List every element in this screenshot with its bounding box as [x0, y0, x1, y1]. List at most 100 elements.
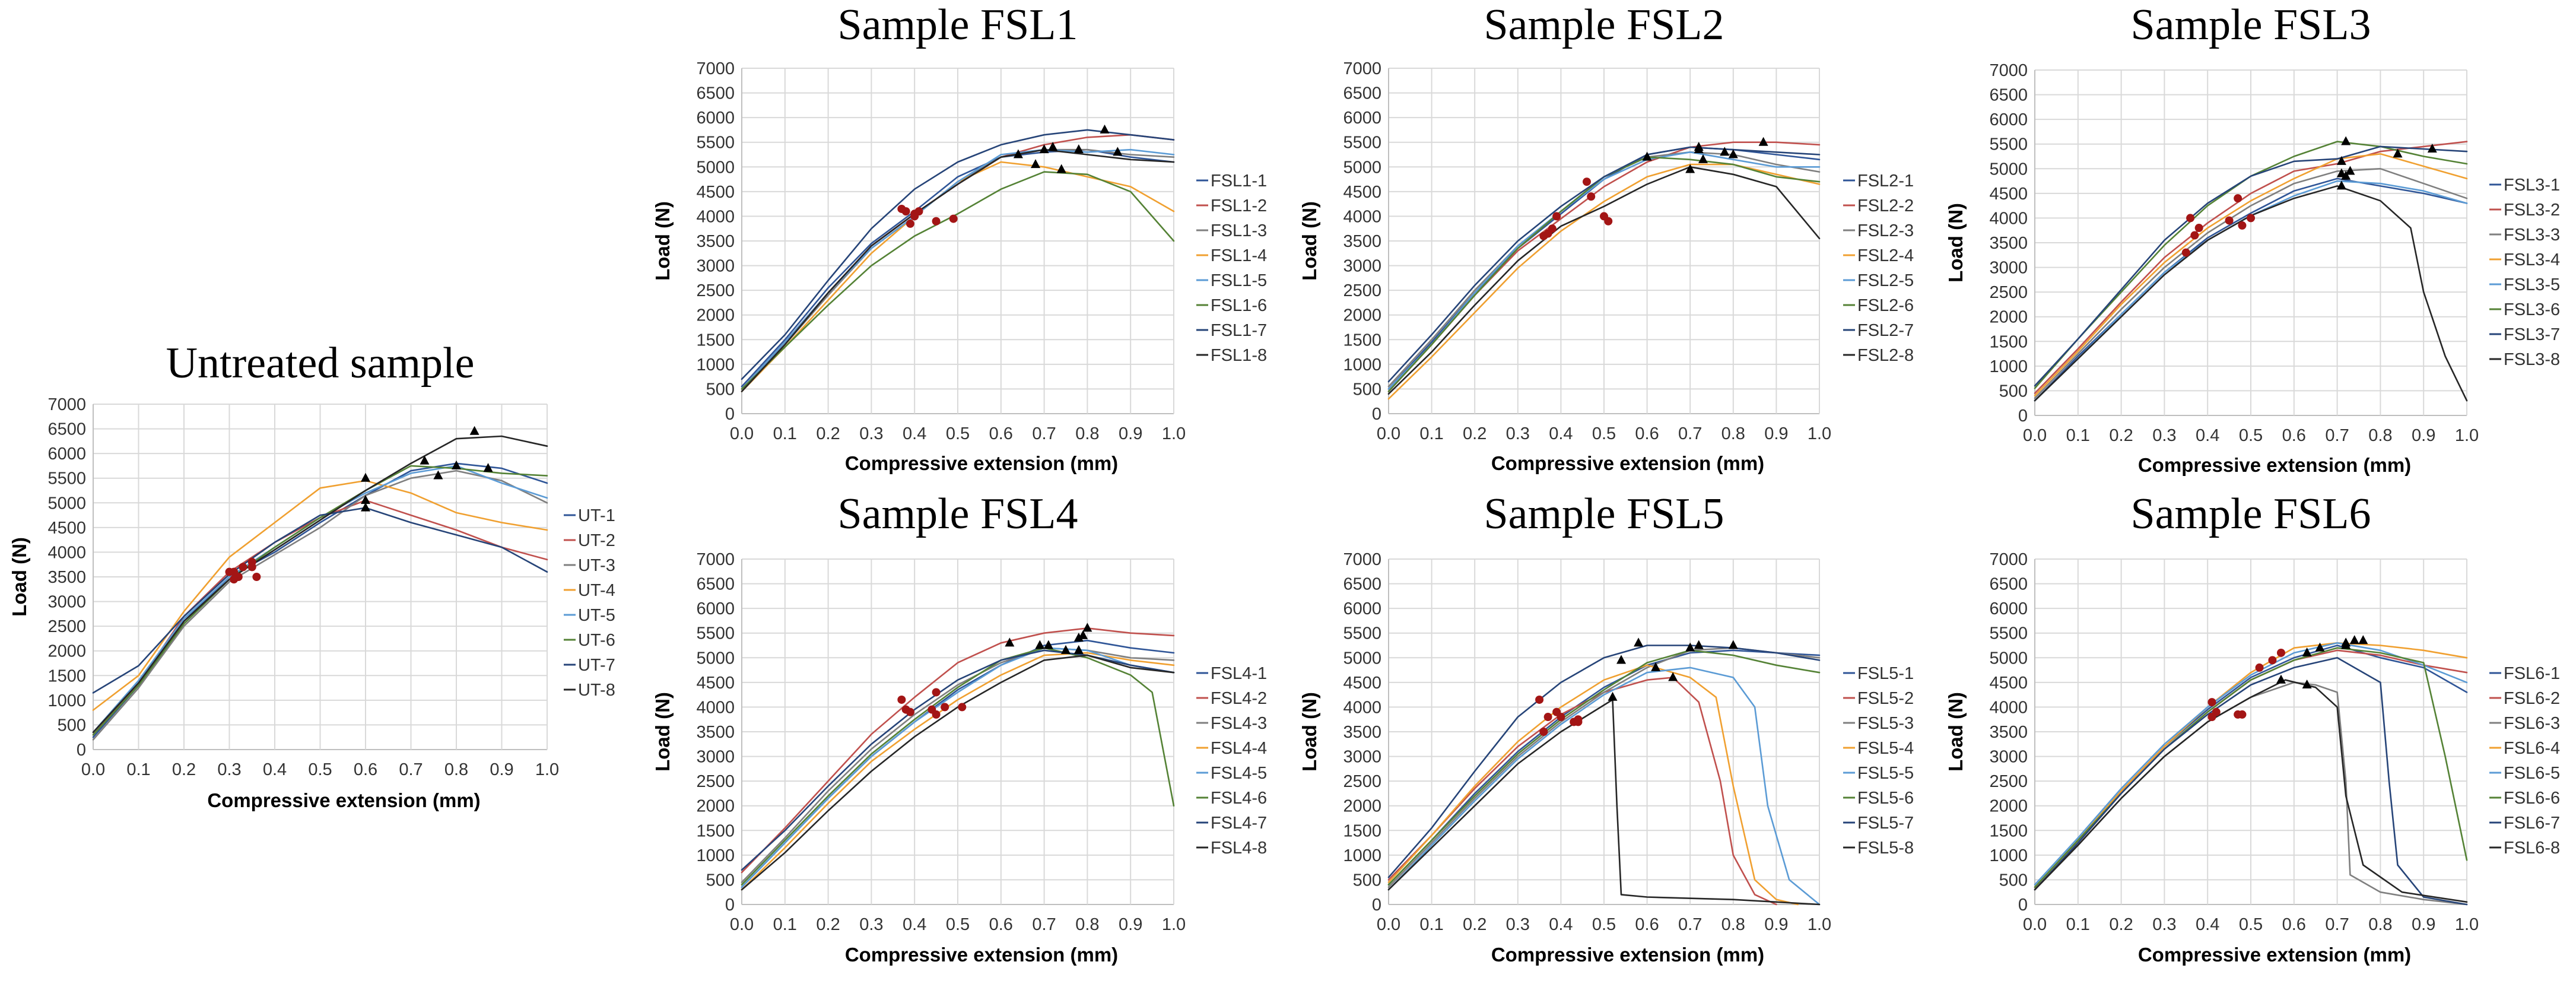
legend-label: FSL5-4	[1857, 739, 1914, 758]
peak-load-marker	[1113, 147, 1123, 156]
yield-point-marker	[2207, 698, 2216, 707]
y-tick-label: 4000	[1343, 207, 1381, 226]
y-tick-label: 2000	[1989, 308, 2028, 327]
y-tick-label: 6000	[1343, 109, 1381, 128]
y-tick-label: 6500	[47, 420, 86, 439]
y-tick-label: 4500	[1989, 185, 2028, 204]
y-tick-label: 500	[1353, 380, 1381, 399]
legend-label: FSL1-4	[1211, 246, 1267, 265]
x-tick-label: 0.0	[2023, 915, 2047, 934]
y-tick-label: 3500	[696, 232, 735, 251]
x-tick-label: 0.4	[2196, 915, 2219, 934]
series-line-fsl4-8	[741, 654, 1175, 891]
x-tick-label: 0.2	[172, 760, 196, 779]
x-tick-label: 0.8	[2368, 426, 2392, 445]
x-tick-label: 0.8	[1075, 424, 1099, 443]
x-tick-label: 0.8	[2368, 915, 2392, 934]
legend-label: FSL4-4	[1211, 739, 1267, 758]
peak-load-marker	[1694, 640, 1704, 649]
yield-point-marker	[2238, 710, 2247, 719]
series-line-fsl4-2	[741, 627, 1175, 874]
yield-point-marker	[2255, 663, 2264, 672]
peak-load-marker	[2341, 637, 2351, 647]
x-tick-label: 0.2	[2109, 915, 2133, 934]
y-tick-label: 500	[706, 871, 735, 890]
yield-point-marker	[230, 575, 239, 584]
yield-point-marker	[1574, 715, 1583, 724]
x-tick-label: 1.0	[1808, 424, 1831, 443]
series-line-fsl2-8	[1387, 166, 1821, 395]
x-tick-label: 0.5	[2239, 426, 2263, 445]
series-line-ut-8	[92, 435, 548, 734]
chart-fsl4: Sample FSL4 0 500 1000 1500 2000 2500 3000 3500 4…	[652, 490, 1267, 966]
y-tick-label: 1500	[47, 666, 86, 685]
peak-load-marker	[2315, 642, 2325, 652]
yield-point-marker	[2190, 231, 2199, 240]
y-tick-label: 0	[2018, 896, 2028, 915]
legend-label: FSL4-8	[1211, 839, 1267, 858]
yield-point-marker	[897, 204, 906, 213]
series-line-fsl6-7	[2034, 657, 2468, 906]
series-line-ut-3	[92, 469, 548, 741]
y-tick-label: 6500	[696, 84, 735, 103]
y-tick-label: 3500	[696, 723, 735, 742]
peak-load-marker	[2349, 635, 2359, 645]
y-axis-title: Load (N)	[1298, 692, 1320, 772]
legend-label: UT-5	[578, 606, 615, 625]
y-tick-label: 5000	[1989, 160, 2028, 179]
legend-label: FSL1-5	[1211, 271, 1267, 290]
peak-load-marker	[361, 502, 370, 512]
legend-label: FSL4-5	[1211, 764, 1267, 783]
y-tick-label: 6500	[1343, 575, 1381, 594]
y-tick-label: 1000	[696, 355, 735, 374]
x-tick-label: 0.5	[1592, 424, 1616, 443]
y-tick-label: 6500	[1989, 86, 2028, 105]
legend-label: FSL1-2	[1211, 196, 1267, 215]
x-tick-label: 0.3	[859, 915, 883, 934]
peak-load-marker	[452, 460, 461, 469]
x-axis-title: Compressive extension (mm)	[1491, 944, 1764, 966]
x-tick-label: 0.1	[773, 915, 797, 934]
x-tick-label: 0.7	[1678, 424, 1702, 443]
series-line-fsl5-1	[1387, 649, 1821, 885]
x-tick-label: 0.3	[217, 760, 241, 779]
peak-load-marker	[1043, 640, 1053, 649]
peak-load-marker	[469, 426, 479, 435]
x-tick-label: 0.9	[490, 760, 513, 779]
x-tick-label: 0.4	[1549, 915, 1573, 934]
yield-point-marker	[2247, 214, 2255, 223]
y-tick-label: 7000	[1989, 550, 2028, 569]
y-tick-label: 5000	[1343, 158, 1381, 177]
x-tick-label: 0.6	[1635, 915, 1659, 934]
y-tick-label: 0	[1372, 405, 1381, 424]
peak-load-marker	[1668, 672, 1678, 681]
peak-load-marker	[1728, 640, 1738, 649]
y-tick-label: 5500	[696, 134, 735, 153]
y-tick-label: 3000	[696, 748, 735, 767]
y-tick-label: 6000	[696, 109, 735, 128]
legend-label: FSL1-1	[1211, 172, 1267, 191]
y-tick-label: 4000	[1989, 209, 2028, 228]
chart-ut: Untreated sample 0 500 1000 1500 2000 2500 3000…	[8, 339, 615, 811]
peak-load-marker	[1616, 655, 1627, 664]
peak-load-marker	[2341, 170, 2351, 180]
x-axis-title: Compressive extension (mm)	[1491, 452, 1764, 474]
yield-point-marker	[2194, 224, 2203, 233]
y-tick-label: 4000	[696, 207, 735, 226]
legend-label: FSL4-6	[1211, 789, 1267, 808]
x-tick-label: 0.5	[2239, 915, 2263, 934]
y-axis-title: Load (N)	[1298, 201, 1320, 281]
yield-point-marker	[252, 573, 261, 581]
y-axis-title: Load (N)	[1945, 203, 1967, 282]
x-axis-title: Compressive extension (mm)	[2138, 944, 2411, 966]
legend-label: FSL6-3	[2504, 714, 2560, 733]
y-tick-label: 500	[58, 716, 86, 735]
y-tick-label: 2500	[1343, 281, 1381, 300]
y-tick-label: 2500	[696, 281, 735, 300]
y-tick-label: 2000	[1343, 306, 1381, 325]
yield-point-marker	[910, 210, 919, 218]
y-tick-label: 1500	[1989, 332, 2028, 351]
peak-load-marker	[1013, 149, 1023, 158]
yield-point-marker	[2268, 656, 2277, 665]
legend-label: UT-4	[578, 581, 615, 600]
